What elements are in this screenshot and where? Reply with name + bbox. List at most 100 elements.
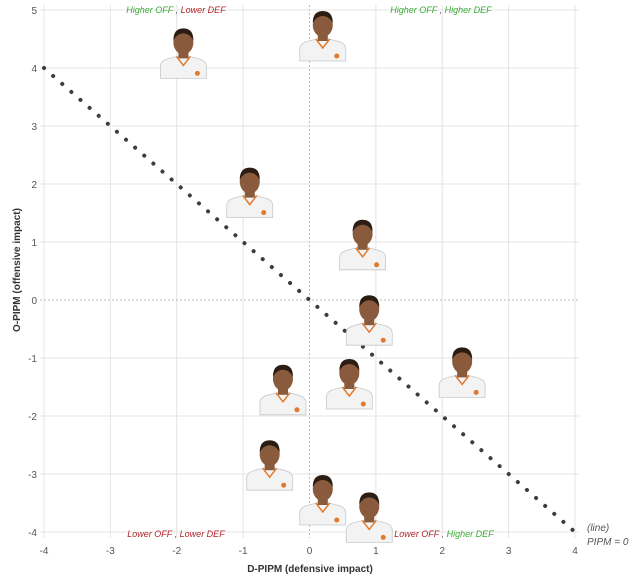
y-tick-label: -3 bbox=[28, 470, 37, 481]
face-icon bbox=[173, 30, 194, 55]
player-point bbox=[226, 167, 274, 219]
team-logo-icon bbox=[261, 210, 267, 216]
pipm-zero-line bbox=[42, 66, 577, 534]
quadrant-bottom-right-part1: Lower OFF bbox=[394, 529, 440, 539]
hair-icon bbox=[312, 11, 333, 23]
jersey-icon bbox=[259, 392, 307, 416]
face-icon bbox=[312, 477, 333, 501]
quadrant-label-bottom-right: Lower OFF , Higher DEF bbox=[394, 529, 494, 539]
team-logo-icon bbox=[374, 262, 380, 268]
jersey-icon bbox=[226, 195, 274, 219]
x-tick-label: -4 bbox=[40, 546, 49, 557]
quadrant-label-bottom-left: Lower OFF , Lower DEF bbox=[127, 529, 225, 539]
x-tick-label: 2 bbox=[439, 546, 445, 557]
face-icon bbox=[272, 366, 293, 391]
player-point bbox=[345, 295, 393, 346]
team-logo-icon bbox=[334, 53, 340, 59]
player-point bbox=[159, 28, 207, 79]
jersey-collar-icon bbox=[361, 519, 377, 531]
x-tick-label: 1 bbox=[373, 546, 379, 557]
quadrant-top-left-sep: , bbox=[173, 5, 181, 15]
hair-icon bbox=[359, 492, 380, 505]
player-point bbox=[246, 440, 294, 491]
x-tick-label: -3 bbox=[106, 546, 115, 557]
hair-icon bbox=[312, 475, 333, 487]
jersey-collar-icon bbox=[361, 322, 377, 334]
y-tick-label: 1 bbox=[31, 238, 37, 249]
jersey-collar-icon bbox=[175, 55, 191, 67]
quadrant-label-top-right: Higher OFF , Higher DEF bbox=[390, 5, 492, 15]
quadrant-bottom-left-part2: Lower DEF bbox=[180, 529, 226, 539]
quadrant-top-right-part2: Higher DEF bbox=[445, 5, 493, 15]
quadrant-top-left-part1: Higher OFF bbox=[126, 5, 174, 15]
quadrant-bottom-right-sep: , bbox=[439, 529, 447, 539]
quadrant-bottom-left-part1: Lower OFF bbox=[127, 529, 173, 539]
player-point bbox=[259, 364, 307, 416]
reference-line-layer bbox=[42, 66, 577, 534]
face-icon bbox=[312, 13, 333, 37]
quadrant-label-top-left: Higher OFF , Lower DEF bbox=[126, 5, 226, 15]
y-tick-label: -1 bbox=[28, 354, 37, 365]
hair-icon bbox=[173, 28, 194, 41]
jersey-collar-icon bbox=[242, 195, 258, 206]
x-tick-label: 0 bbox=[307, 546, 313, 557]
team-logo-icon bbox=[281, 482, 287, 488]
hair-icon bbox=[352, 219, 373, 232]
face-icon bbox=[452, 349, 473, 374]
jersey-icon bbox=[345, 322, 393, 346]
y-tick-label: 0 bbox=[31, 296, 37, 307]
team-logo-icon bbox=[294, 407, 300, 413]
y-tick-label: 2 bbox=[31, 180, 37, 191]
player-point bbox=[339, 219, 387, 271]
jersey-collar-icon bbox=[315, 502, 331, 514]
player-point bbox=[345, 492, 393, 543]
player-points bbox=[159, 11, 486, 543]
y-tick-label: -2 bbox=[28, 412, 37, 423]
x-tick-label: 4 bbox=[572, 546, 578, 557]
y-tick-label: 5 bbox=[31, 6, 37, 17]
quadrant-top-right-sep: , bbox=[437, 5, 445, 15]
quadrant-top-right-part1: Higher OFF bbox=[390, 5, 438, 15]
y-axis-title: O-PIPM (offensive impact) bbox=[12, 208, 23, 332]
hair-icon bbox=[452, 347, 473, 360]
face-icon bbox=[259, 442, 280, 467]
y-axis-ticks: 5 4 3 2 1 0 -1 -2 -3 -4 bbox=[28, 6, 37, 539]
hair-icon bbox=[359, 295, 380, 308]
face-icon bbox=[339, 361, 360, 385]
team-logo-icon bbox=[334, 517, 340, 523]
team-logo-icon bbox=[380, 534, 386, 540]
y-tick-label: 3 bbox=[31, 122, 37, 133]
x-axis-ticks: -4 -3 -2 -1 0 1 2 3 4 bbox=[40, 546, 579, 557]
player-point bbox=[299, 475, 347, 526]
hair-icon bbox=[272, 364, 293, 377]
player-point bbox=[325, 359, 373, 410]
team-logo-icon bbox=[194, 70, 200, 76]
player-point bbox=[438, 347, 486, 398]
hair-icon bbox=[339, 359, 360, 371]
face-icon bbox=[359, 297, 380, 322]
quadrant-bottom-right-part2: Higher DEF bbox=[447, 529, 495, 539]
jersey-icon bbox=[299, 38, 347, 62]
jersey-collar-icon bbox=[262, 467, 278, 479]
x-tick-label: 3 bbox=[506, 546, 512, 557]
x-tick-label: -2 bbox=[172, 546, 181, 557]
jersey-icon bbox=[345, 520, 393, 543]
player-point bbox=[299, 11, 347, 62]
face-icon bbox=[359, 494, 380, 519]
quadrant-top-left-part2: Lower DEF bbox=[181, 5, 227, 15]
jersey-icon bbox=[159, 56, 207, 79]
hair-icon bbox=[259, 440, 280, 453]
face-icon bbox=[239, 169, 260, 194]
reference-line-label-2: PIPM = 0 bbox=[587, 537, 629, 548]
jersey-collar-icon bbox=[341, 386, 357, 398]
x-axis-title: D-PIPM (defensive impact) bbox=[247, 564, 373, 574]
jersey-collar-icon bbox=[454, 374, 470, 386]
jersey-icon bbox=[339, 247, 387, 271]
team-logo-icon bbox=[473, 389, 479, 395]
grid bbox=[40, 5, 579, 538]
jersey-collar-icon bbox=[355, 247, 371, 259]
jersey-collar-icon bbox=[275, 392, 291, 404]
y-tick-label: 4 bbox=[31, 64, 37, 75]
jersey-icon bbox=[299, 502, 347, 526]
